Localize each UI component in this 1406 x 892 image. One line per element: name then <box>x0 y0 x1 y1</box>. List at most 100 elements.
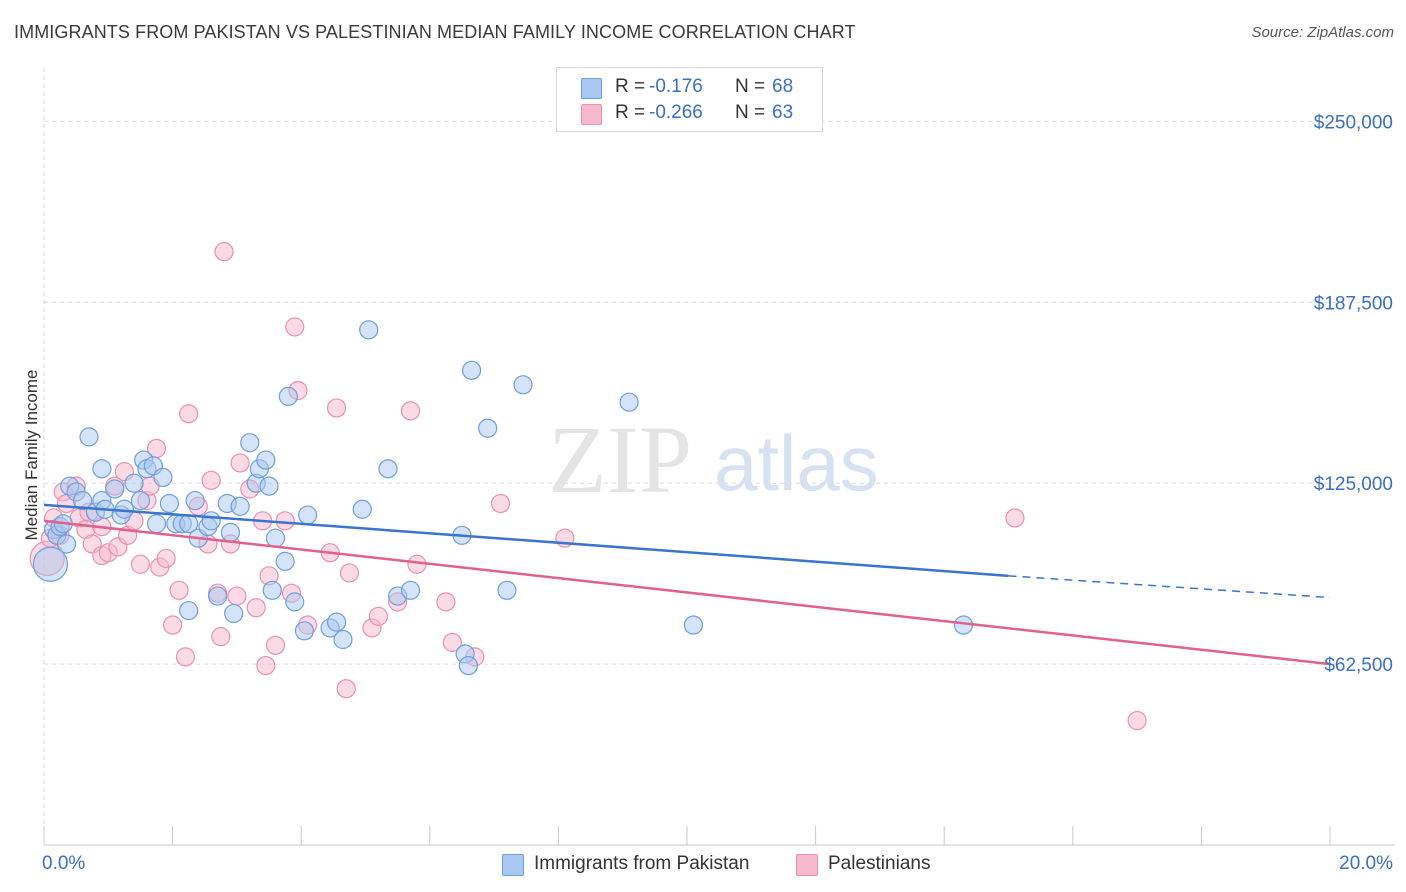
palestinian-point <box>275 511 295 531</box>
grid-lines <box>44 120 1395 665</box>
pakistan-point <box>185 490 205 511</box>
pakistan-points <box>32 320 974 676</box>
pakistan-point <box>124 473 144 493</box>
stats-legend: R = -0.176 N = 68 R = -0.266 N = 63 <box>556 67 823 132</box>
palestinian-point <box>1005 508 1025 528</box>
pakistan-trend-extension <box>1008 575 1331 599</box>
x-tick-label: 0.0% <box>42 853 85 874</box>
pakistan-point <box>265 528 286 548</box>
pakistan-point <box>333 629 353 650</box>
palestinian-point <box>285 317 305 337</box>
pakistan-point <box>513 375 533 395</box>
pakistan-point <box>275 551 295 571</box>
palestinian-point <box>246 598 266 618</box>
palestinian-trend-line <box>43 519 1331 666</box>
pakistan-point <box>240 433 260 453</box>
palestinian-point <box>265 635 286 655</box>
palestinian-point <box>179 404 199 424</box>
pakistan-point <box>208 586 228 606</box>
pakistan-point <box>352 499 372 519</box>
watermark-atlas: atlas <box>714 419 879 507</box>
palestinian-point <box>339 563 360 583</box>
legend-r-label: R = <box>615 76 646 97</box>
pakistan-point <box>230 496 250 516</box>
palestinian-point <box>169 580 189 600</box>
pakistan-point <box>105 479 125 499</box>
pakistan-point <box>285 592 305 612</box>
pakistan-point <box>224 603 244 624</box>
pakistan-point <box>278 386 298 406</box>
trend-lines <box>43 503 1331 666</box>
y-tick-label: $187,500 <box>1314 293 1393 314</box>
pakistan-point <box>92 459 112 479</box>
pakistan-point <box>259 476 279 496</box>
watermark-zip: ZIP <box>548 406 692 513</box>
palestinian-point <box>436 592 456 612</box>
palestinian-point <box>490 493 511 514</box>
pakistan-point <box>298 505 318 525</box>
palestinian-point <box>326 398 347 418</box>
pakistan-trend-line <box>43 503 1009 578</box>
legend-r-value: -0.266 <box>649 102 703 123</box>
legend-r-value: -0.176 <box>649 76 703 97</box>
palestinian-point <box>130 554 151 574</box>
pakistan-point <box>56 534 77 554</box>
y-tick-label: $250,000 <box>1314 112 1393 133</box>
pakistan-point <box>683 615 704 635</box>
palestinian-point <box>214 242 234 262</box>
x-tick-label: 20.0% <box>1339 853 1393 874</box>
palestinian-point <box>211 627 231 647</box>
palestinian-point <box>175 647 196 667</box>
pakistan-point <box>378 459 398 479</box>
pakistan-point <box>262 580 282 600</box>
pakistan-point <box>130 490 151 511</box>
watermark: ZIP atlas <box>548 406 879 513</box>
palestinian-point <box>163 615 183 635</box>
pakistan-point <box>201 511 221 531</box>
pakistan-point <box>400 580 421 600</box>
palestinian-point <box>442 632 462 652</box>
pakistan-point <box>179 600 199 621</box>
pakistan-point <box>359 320 379 340</box>
pakistan-point <box>146 514 167 534</box>
pakistan-point <box>458 655 478 676</box>
pakistan-point <box>153 467 173 488</box>
pakistan-point <box>619 392 639 412</box>
pakistan-point <box>72 490 93 511</box>
series-label-pakistan: Immigrants from Pakistan <box>534 853 750 874</box>
palestinian-point <box>336 679 356 699</box>
palestinian-point <box>256 655 276 676</box>
y-tick-label: $62,500 <box>1324 655 1393 676</box>
y-tick-label: $125,000 <box>1314 474 1393 495</box>
legend-n-label: N = <box>735 76 766 97</box>
pakistan-point <box>461 360 482 380</box>
pakistan-point <box>478 418 498 438</box>
tick-labels: $62,500 $125,000 $187,500 $250,000 0.0% 20.0% <box>42 112 1393 874</box>
palestinian-point <box>156 548 176 569</box>
pakistan-point <box>220 522 241 543</box>
legend-n-label: N = <box>735 102 766 123</box>
pakistan-point <box>159 493 179 514</box>
series-swatch-blue <box>502 854 524 876</box>
legend-r-label: R = <box>615 102 646 123</box>
pakistan-point <box>497 580 517 600</box>
axes <box>43 68 1395 846</box>
pakistan-point <box>294 621 315 641</box>
pakistan-point <box>326 612 347 632</box>
legend-swatch-blue <box>581 78 602 99</box>
pakistan-point <box>256 450 276 470</box>
palestinian-point <box>400 401 421 421</box>
legend-n-value: 63 <box>772 102 794 123</box>
y-axis-label: Median Family Income <box>22 369 41 540</box>
series-label-palestinians: Palestinians <box>828 853 931 874</box>
pakistan-point <box>32 546 69 582</box>
palestinian-point <box>201 470 221 490</box>
source-label: Source: ZipAtlas.com <box>1251 24 1394 41</box>
palestinian-point <box>227 586 247 606</box>
palestinian-point <box>368 606 388 626</box>
legend-swatch-pink <box>581 104 602 125</box>
legend-n-value: 68 <box>772 76 794 97</box>
series-swatch-pink <box>796 854 818 876</box>
pakistan-point <box>79 427 99 447</box>
